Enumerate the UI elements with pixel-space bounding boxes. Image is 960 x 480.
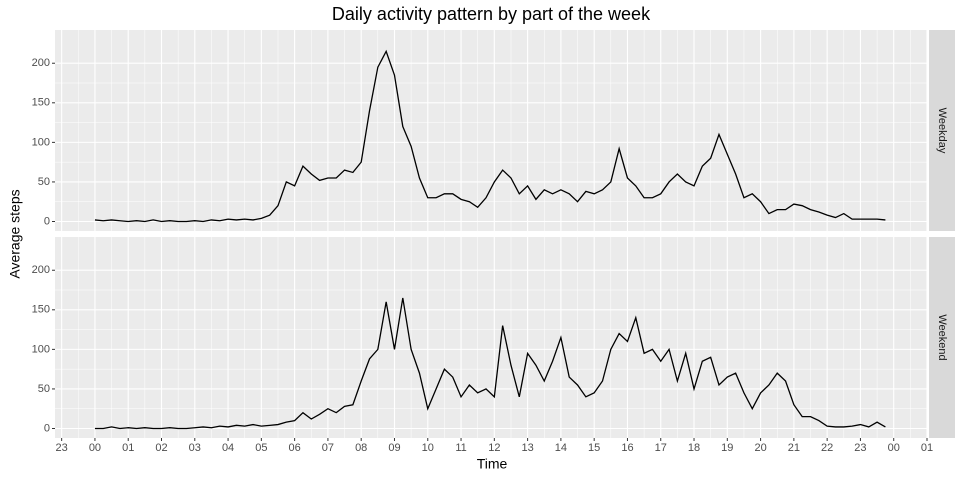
x-tick-label: 06 bbox=[289, 442, 301, 454]
chart-title: Daily activity pattern by part of the we… bbox=[332, 4, 651, 24]
x-tick-label: 14 bbox=[555, 442, 567, 454]
x-tick-label: 15 bbox=[588, 442, 600, 454]
y-tick-label: 0 bbox=[44, 215, 50, 227]
x-axis-title: Time bbox=[477, 456, 508, 472]
panel-background bbox=[55, 30, 927, 231]
strip-label: Weekend bbox=[936, 314, 948, 360]
y-tick-label: 200 bbox=[32, 264, 50, 276]
y-axis-title: Average steps bbox=[7, 189, 23, 278]
x-tick-label: 18 bbox=[688, 442, 700, 454]
x-tick-label: 07 bbox=[322, 442, 334, 454]
y-tick-label: 50 bbox=[38, 383, 50, 395]
y-tick-label: 50 bbox=[38, 176, 50, 188]
x-tick-label: 01 bbox=[921, 442, 933, 454]
y-tick-label: 150 bbox=[32, 304, 50, 316]
x-tick-label: 09 bbox=[388, 442, 400, 454]
x-tick-label: 04 bbox=[222, 442, 234, 454]
strip bbox=[929, 237, 955, 438]
y-tick-label: 0 bbox=[44, 422, 50, 434]
y-tick-label: 100 bbox=[32, 343, 50, 355]
x-tick-label: 23 bbox=[56, 442, 68, 454]
x-tick-label: 21 bbox=[788, 442, 800, 454]
y-tick-label: 100 bbox=[32, 136, 50, 148]
x-tick-label: 19 bbox=[721, 442, 733, 454]
x-tick-label: 00 bbox=[888, 442, 900, 454]
x-tick-label: 10 bbox=[422, 442, 434, 454]
x-tick-label: 05 bbox=[255, 442, 267, 454]
y-tick-label: 200 bbox=[32, 57, 50, 69]
x-tick-label: 02 bbox=[155, 442, 167, 454]
x-tick-label: 11 bbox=[455, 442, 466, 454]
x-tick-label: 23 bbox=[854, 442, 866, 454]
x-tick-label: 13 bbox=[521, 442, 533, 454]
x-tick-label: 01 bbox=[122, 442, 134, 454]
x-tick-label: 03 bbox=[189, 442, 201, 454]
strip-label: Weekday bbox=[936, 108, 948, 154]
data-line bbox=[94, 49, 886, 223]
x-tick-label: 00 bbox=[89, 442, 101, 454]
x-tick-label: 12 bbox=[488, 442, 500, 454]
x-tick-label: 20 bbox=[754, 442, 766, 454]
x-tick-label: 16 bbox=[621, 442, 633, 454]
x-tick-label: 08 bbox=[355, 442, 367, 454]
x-tick-label: 22 bbox=[821, 442, 833, 454]
strip bbox=[929, 30, 955, 231]
y-tick-label: 150 bbox=[32, 97, 50, 109]
data-line bbox=[94, 297, 886, 430]
x-tick-label: 17 bbox=[655, 442, 667, 454]
